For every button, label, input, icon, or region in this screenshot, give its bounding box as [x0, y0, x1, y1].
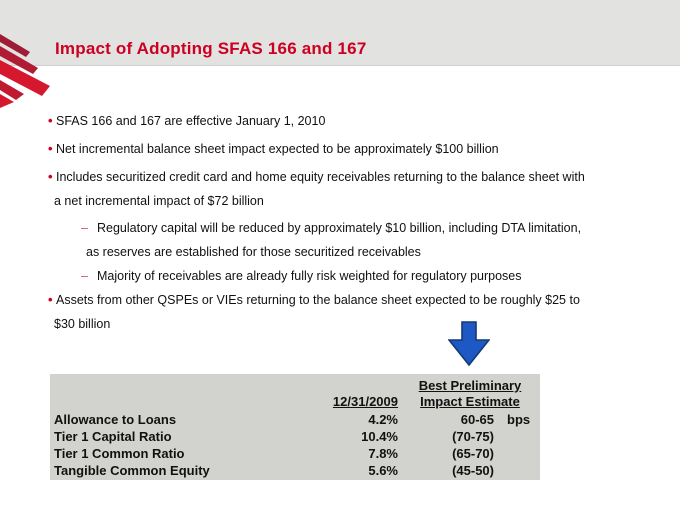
impact-estimate-table: Best Preliminary 12/31/2009 Impact Estim…	[50, 374, 540, 480]
bullet-text-wrap: a net incremental impact of $72 billion	[54, 194, 264, 208]
row-label: Tangible Common Equity	[54, 463, 210, 478]
header-band	[0, 0, 680, 66]
bank-flag-logo-icon	[0, 34, 50, 108]
bullet-dot-icon: •	[48, 169, 53, 184]
row-label: Tier 1 Capital Ratio	[54, 429, 172, 444]
bullet-item: • Net incremental balance sheet impact e…	[0, 137, 670, 161]
row-impact-value: (65-70)	[452, 446, 494, 461]
dash-marker-icon: –	[81, 221, 88, 235]
bullet-text: Includes securitized credit card and hom…	[56, 170, 585, 184]
table-row: Allowance to Loans 4.2% 60-65 bps	[50, 411, 540, 428]
bullet-dot-icon: •	[48, 141, 53, 156]
bullet-text-wrap: $30 billion	[54, 317, 111, 331]
row-impact-unit: bps	[507, 412, 531, 427]
row-current-value: 10.4%	[361, 429, 398, 444]
sub-bullet-text: Regulatory capital will be reduced by ap…	[97, 221, 582, 235]
table-header-row-2: 12/31/2009 Impact Estimate	[50, 393, 540, 410]
table-header-row-1: Best Preliminary	[50, 377, 540, 394]
bullet-text: Assets from other QSPEs or VIEs returnin…	[56, 293, 580, 307]
impact-header-line1: Best Preliminary	[418, 378, 522, 393]
impact-header-line2: Impact Estimate	[420, 394, 520, 409]
row-impact-value: 60-65	[460, 412, 494, 427]
dash-marker-icon: –	[81, 269, 88, 283]
row-current-value: 7.8%	[368, 446, 398, 461]
bullet-item: • SFAS 166 and 167 are effective January…	[0, 109, 670, 133]
bullet-item: • Assets from other QSPEs or VIEs return…	[0, 288, 670, 312]
row-current-value: 4.2%	[368, 412, 398, 427]
table-row: Tier 1 Capital Ratio 10.4% (70-75)	[50, 428, 540, 445]
sub-bullet-item: – Regulatory capital will be reduced by …	[0, 216, 670, 240]
row-impact-value: (70-75)	[452, 429, 494, 444]
sub-bullet-text: Majority of receivables are already full…	[97, 269, 522, 283]
table-row: Tier 1 Common Ratio 7.8% (65-70)	[50, 445, 540, 462]
bullet-dot-icon: •	[48, 113, 53, 128]
bullet-list: • SFAS 166 and 167 are effective January…	[0, 109, 670, 336]
page-title: Impact of Adopting SFAS 166 and 167	[55, 39, 367, 58]
row-impact-value: (45-50)	[452, 463, 494, 478]
sub-bullet-item: – Majority of receivables are already fu…	[0, 264, 670, 288]
down-arrow-icon	[448, 321, 490, 366]
row-current-value: 5.6%	[368, 463, 398, 478]
table-row: Tangible Common Equity 5.6% (45-50)	[50, 462, 540, 479]
bullet-item: • Includes securitized credit card and h…	[0, 165, 670, 189]
bullet-dot-icon: •	[48, 292, 53, 307]
row-label: Allowance to Loans	[54, 412, 177, 427]
current-column-header: 12/31/2009	[332, 394, 398, 409]
sub-bullet-text-wrap: as reserves are established for those se…	[86, 245, 421, 259]
row-label: Tier 1 Common Ratio	[54, 446, 185, 461]
bullet-text: Net incremental balance sheet impact exp…	[56, 142, 499, 156]
bullet-text: SFAS 166 and 167 are effective January 1…	[56, 114, 326, 128]
